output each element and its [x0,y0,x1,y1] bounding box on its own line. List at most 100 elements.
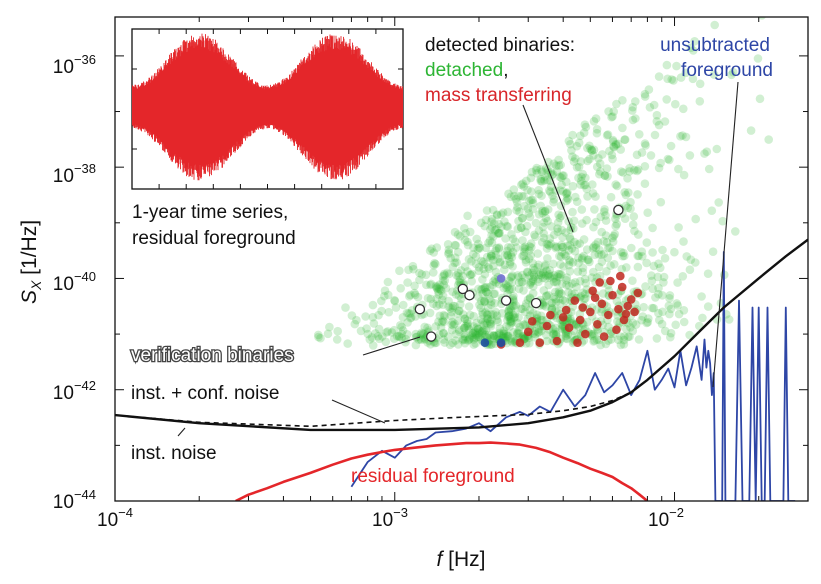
detached-binary-point [455,327,464,336]
detached-binary-point [438,300,448,310]
detached-binary-point [453,247,463,257]
detached-binary-point [431,259,440,269]
detached-binary-point [554,286,564,296]
detached-binary-point [580,274,590,284]
detached-binary-point [389,334,399,344]
detached-binary-point [731,227,740,236]
detached-binary-point [316,333,325,343]
detached-binary-point [516,304,526,314]
detached-binary-point [597,308,606,317]
detached-binary-point [468,328,478,338]
detached-binary-point [411,290,420,300]
detached-binary-point [621,201,631,211]
detached-binary-point [543,205,553,214]
detached-binary-point [499,329,508,339]
detached-binary-point [727,70,736,80]
detached-binary-point [508,234,518,244]
detached-binary-point [503,222,513,231]
detached-binary-point [481,308,490,317]
detached-binary-point [443,240,453,249]
detached-binary-point [411,340,421,350]
mass-transferring-point [542,321,552,331]
detached-binary-point [546,182,556,192]
detached-binary-point [471,330,480,340]
detached-binary-point [518,213,527,223]
detached-binary-point [613,311,622,320]
detached-binary-point [383,277,393,287]
detached-binary-point [651,293,660,302]
detached-binary-point [431,322,441,331]
detached-binary-point [473,324,483,334]
detached-binary-point [450,319,459,329]
detached-binary-point [500,250,510,260]
y-tick-label: 10−36 [53,52,96,78]
detached-binary-point [495,328,504,338]
mass-transferring-point [616,271,625,281]
detached-binary-point [514,329,523,338]
detached-binary-point [408,261,418,271]
inset-time-series [132,33,403,181]
detached-binary-point [591,243,601,252]
detached-binary-point [641,141,650,150]
detached-binary-point [485,282,495,292]
detached-binary-point [654,289,663,299]
detached-binary-point [508,247,518,257]
detached-binary-point [674,309,684,319]
detached-binary-point [546,187,555,197]
detached-binary-point [473,245,483,254]
detached-binary-point [489,331,499,341]
detached-binary-point [573,240,582,249]
detached-binary-point [507,338,517,347]
detached-binary-point [517,223,526,233]
detached-binary-point [667,75,676,84]
detached-binary-point [589,151,598,160]
detached-binary-point [628,106,637,115]
detached-binary-point [472,330,482,340]
detached-binary-point [618,96,627,105]
detached-binary-point [511,301,520,310]
detached-binary-point [566,314,575,324]
detached-binary-point [673,278,682,287]
detached-binary-point [564,255,574,265]
detached-binary-point [566,139,575,149]
detached-binary-point [542,336,552,346]
detached-binary-point [526,173,536,183]
detached-binary-point [514,192,523,201]
detached-binary-point [486,249,496,259]
detached-binary-point [549,159,559,168]
detached-binary-point [656,263,665,273]
detached-binary-point [506,318,516,328]
verification-leader [362,336,421,356]
detached-binary-point [522,221,532,231]
detached-binary-point [728,67,738,77]
detached-binary-point [477,296,486,306]
detached-binary-point [517,191,527,201]
detached-binary-point [538,315,547,325]
detached-binary-point [554,306,564,316]
detached-binary-point [631,97,640,106]
detached-binary-point [583,156,592,166]
detached-binary-point [568,152,577,161]
detached-binary-point [480,283,490,292]
detached-binary-point [487,297,496,307]
detached-binary-point [665,155,674,165]
detached-binary-point [623,203,633,213]
detached-binary-point [356,326,366,336]
detached-binary-point [410,288,419,298]
detached-binary-point [554,289,564,299]
detached-binary-point [585,141,594,151]
detached-binary-point [469,311,479,321]
detached-binary-point [619,248,628,258]
detached-binary-point [474,284,483,294]
detached-binary-point [444,302,453,312]
detached-binary-point [541,213,551,223]
detached-scatter-layer [314,17,773,350]
detached-binary-point [552,167,562,176]
detached-binary-point [541,260,550,270]
detached-binary-point [415,275,424,285]
detached-binary-point [409,264,418,274]
detached-binary-point [610,229,620,239]
detached-binary-point [557,279,567,289]
detached-binary-point [642,318,651,328]
detached-binary-point [602,238,612,247]
